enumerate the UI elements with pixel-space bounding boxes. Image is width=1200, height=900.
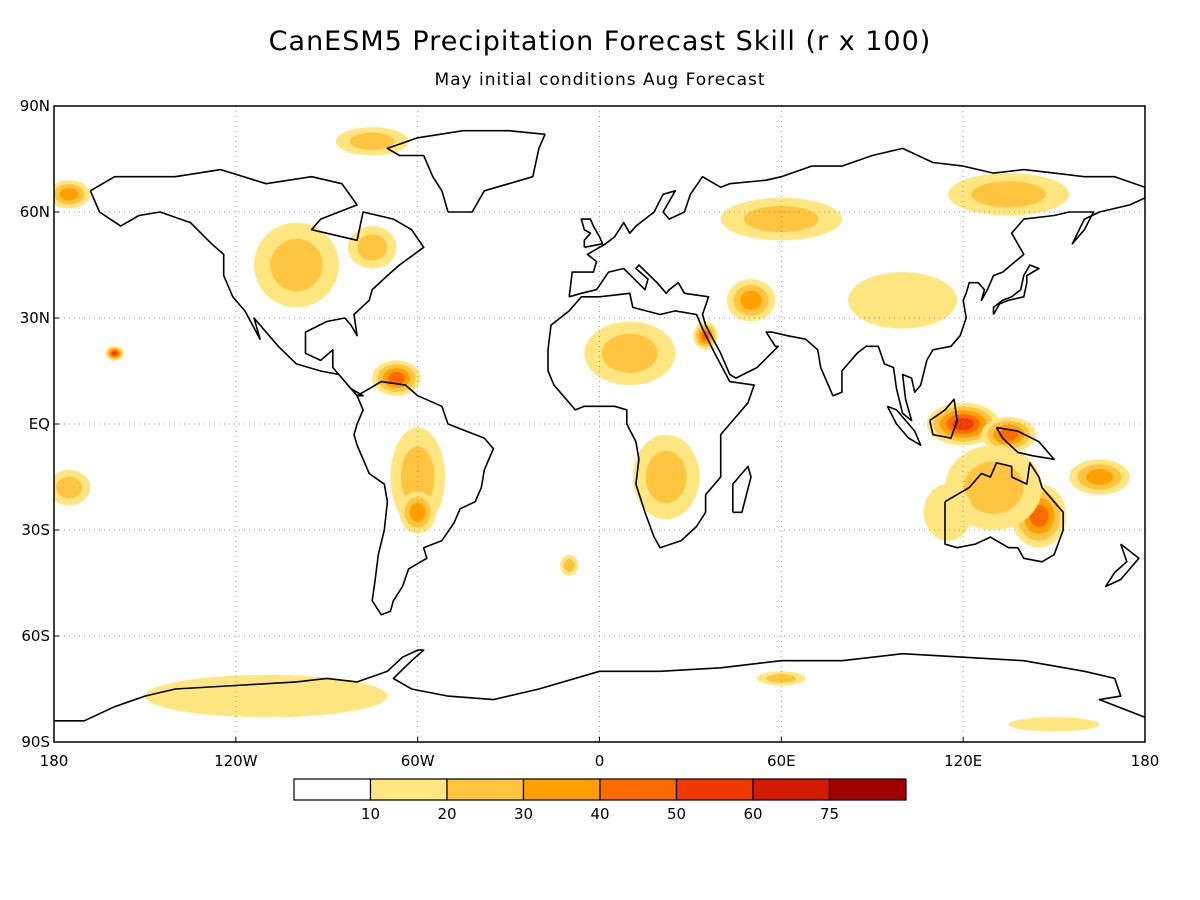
colorbar-label-6: 75	[820, 805, 839, 823]
skill-region-17-level-3	[59, 188, 79, 201]
skill-region-25-level-1	[1008, 717, 1100, 732]
skill-region-14-level-2	[270, 238, 323, 292]
lat-label-3: EQ	[29, 415, 50, 433]
skill-region-21-level-2	[971, 181, 1046, 208]
skill-region-12-level-2	[400, 446, 435, 508]
lat-label-2: 30N	[20, 309, 50, 327]
lat-label-4: 30S	[21, 521, 50, 539]
skill-region-20-level-2	[744, 206, 819, 233]
lon-label-5: 120E	[944, 752, 982, 770]
coastlines	[54, 129, 1145, 722]
coastline-japan	[992, 264, 1040, 315]
lon-label-0: 180	[40, 752, 69, 770]
page-title: CanESM5 Precipitation Forecast Skill (r …	[268, 26, 932, 57]
colorbar-swatch-2	[446, 778, 525, 801]
coastline-sumatra	[886, 405, 922, 447]
skill-region-3-level-2	[963, 461, 1024, 514]
coastline-new-guinea	[995, 426, 1055, 461]
page-subtitle: May initial conditions Aug Forecast	[434, 70, 766, 90]
colorbar-swatch-6	[752, 778, 831, 801]
skill-region-0-level-5	[952, 417, 974, 431]
coastline-borneo	[929, 398, 958, 439]
colorbar-label-0: 10	[361, 805, 380, 823]
skill-region-27-level-2	[766, 674, 797, 683]
lat-label-0: 90N	[20, 97, 50, 115]
skill-region-18-level-2	[56, 476, 83, 499]
colorbar-swatch-7	[828, 778, 907, 801]
skill-region-26-level-2	[563, 558, 575, 572]
coastline-eurasia	[568, 147, 1145, 422]
colorbar-swatch-3	[522, 778, 601, 801]
skill-region-1-level-4	[999, 428, 1019, 441]
lon-label-6: 180	[1131, 752, 1160, 770]
coastline-antarctica	[54, 649, 1145, 722]
colorbar: 10 20 30 40 50 60 75	[293, 778, 907, 823]
coastline-south-america	[353, 380, 495, 616]
coastline-greenland	[386, 129, 546, 213]
skill-region-23-level-3	[1086, 469, 1114, 485]
colorbar-swatch-0	[293, 778, 372, 801]
lat-label-5: 60S	[21, 627, 50, 645]
colorbar-label-2: 30	[514, 805, 533, 823]
skill-region-15-level-2	[357, 234, 388, 261]
skill-region-19-level-2	[349, 132, 395, 151]
skill-region-4-level-1	[923, 484, 973, 541]
coastline-australia	[944, 462, 1064, 563]
coastline-africa	[547, 292, 755, 549]
skill-region-11-level-4	[388, 371, 405, 385]
skill-region-13-level-3	[409, 502, 426, 522]
skill-region-6-level-2	[645, 450, 687, 504]
skill-region-22-level-1	[848, 272, 958, 329]
coastline-north-america	[89, 168, 425, 397]
coastline-uk	[580, 218, 604, 249]
skill-region-24-level-1	[144, 674, 388, 718]
lon-label-4: 60E	[767, 752, 796, 770]
skill-region-10-level-3	[740, 290, 762, 310]
lat-label-1: 60N	[20, 203, 50, 221]
colorbar-label-5: 60	[743, 805, 762, 823]
lon-label-1: 120W	[214, 752, 258, 770]
coastline-madagascar	[731, 465, 752, 514]
colorbar-label-1: 20	[437, 805, 456, 823]
colorbar-label-3: 40	[590, 805, 609, 823]
colorbar-label-4: 50	[667, 805, 686, 823]
gridlines	[54, 106, 1145, 742]
colorbar-swatch-1	[369, 778, 448, 801]
lon-label-3: 0	[595, 752, 605, 770]
skill-region-16-level-5	[112, 351, 118, 356]
coastline-new-zealand	[1104, 543, 1140, 588]
skill-shading-layer	[54, 127, 1130, 732]
colorbar-swatch-4	[599, 778, 678, 801]
skill-region-8-level-2	[601, 333, 658, 373]
colorbar-swatch-5	[675, 778, 754, 801]
lat-label-6: 90S	[21, 733, 50, 751]
lon-label-2: 60W	[401, 752, 435, 770]
